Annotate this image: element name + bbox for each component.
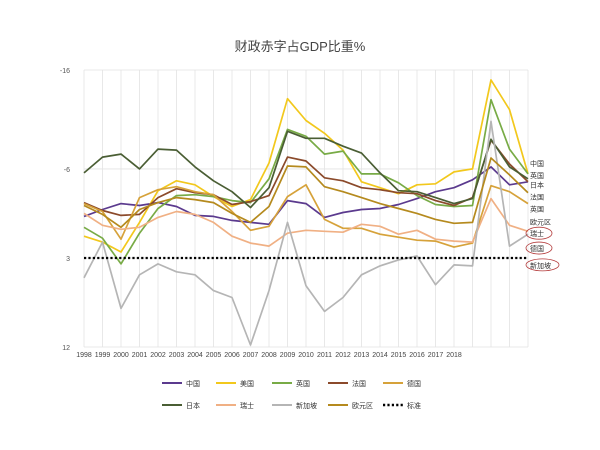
series-line-4: [83, 183, 529, 248]
end-label-6: 瑞士: [530, 229, 544, 238]
legend-label-1-2: 新加坡: [296, 401, 317, 410]
end-label-2: 日本: [530, 181, 544, 190]
x-tick-label-9: 2007: [243, 352, 259, 359]
legend-label-1-3: 欧元区: [352, 401, 373, 410]
end-label-0: 中国: [530, 159, 544, 168]
series-line-7: [83, 120, 529, 346]
end-label-8: 新加坡: [530, 261, 551, 270]
x-tick-label-8: 2006: [224, 352, 240, 359]
end-label-5: 欧元区: [530, 217, 551, 226]
x-tick-label-3: 2001: [132, 352, 148, 359]
legend-label-1-1: 瑞士: [240, 401, 254, 410]
x-tick-label-0: 1998: [76, 352, 92, 359]
end-label-circle-7: [525, 241, 553, 255]
legend-label-0-3: 法国: [352, 379, 366, 388]
end-label-7: 德国: [530, 244, 544, 253]
grid: [83, 69, 529, 348]
x-tick-label-12: 2010: [298, 352, 314, 359]
end-label-circle-6: [525, 226, 553, 240]
series-lines: [83, 79, 529, 346]
series-line-5: [83, 130, 529, 209]
legend-label-1-0: 日本: [186, 401, 200, 410]
x-tick-label-1: 1999: [95, 352, 111, 359]
chart-title: 财政赤字占GDP比重%: [235, 39, 366, 54]
x-tick-label-7: 2005: [206, 352, 222, 359]
x-tick-label-11: 2009: [280, 352, 296, 359]
y-tick-label-2: 3: [66, 256, 70, 263]
series-line-1: [83, 79, 529, 253]
legend-label-0-0: 中国: [186, 379, 200, 388]
x-tick-label-17: 2015: [391, 352, 407, 359]
x-tick-label-14: 2012: [335, 352, 351, 359]
y-tick-label-1: -6: [64, 167, 70, 174]
x-tick-label-15: 2013: [354, 352, 370, 359]
x-tick-label-5: 2003: [169, 352, 185, 359]
series-line-6: [83, 197, 529, 247]
x-tick-label-6: 2004: [187, 352, 203, 359]
x-tick-label-20: 2018: [446, 352, 462, 359]
y-tick-label-0: -16: [60, 68, 70, 75]
x-tick-label-18: 2016: [409, 352, 425, 359]
end-label-4: 英国: [530, 204, 544, 213]
x-tick-label-2: 2000: [113, 352, 129, 359]
x-tick-label-4: 2002: [150, 352, 166, 359]
x-tick-label-13: 2011: [317, 352, 332, 359]
end-label-3: 法国: [530, 193, 544, 202]
x-tick-label-19: 2017: [428, 352, 444, 359]
series-line-8: [83, 157, 529, 229]
y-tick-label-3: 12: [62, 345, 70, 352]
y-axis: -16 -6 3 12: [60, 68, 70, 352]
legend-label-0-4: 德国: [407, 379, 421, 388]
end-label-1: 英国: [530, 171, 544, 180]
legend-label-0-1: 美国: [240, 379, 254, 388]
series-line-2: [83, 98, 529, 265]
series-line-3: [83, 139, 529, 217]
x-tick-label-10: 2008: [261, 352, 277, 359]
x-tick-label-16: 2014: [372, 352, 388, 359]
x-axis: 1998 1999 2000 2001 2002 2003 2004 2005 2006 2007…: [76, 352, 462, 359]
legend-label-0-2: 英国: [296, 379, 310, 388]
end-label-circle-8: [525, 258, 560, 272]
legend-label-1-4: 标准: [407, 401, 421, 410]
